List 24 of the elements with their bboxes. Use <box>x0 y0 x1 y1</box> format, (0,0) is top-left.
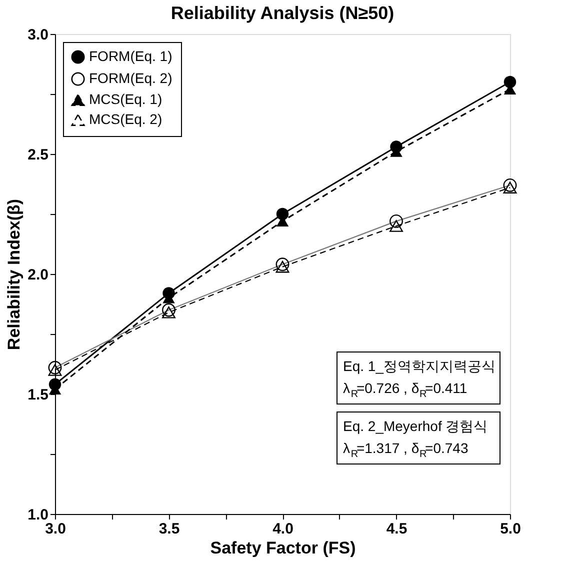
chart-title: Reliability Analysis (N≥50) <box>170 3 394 23</box>
point <box>162 306 176 318</box>
x-tick-label: 5.0 <box>500 520 521 538</box>
point <box>390 220 403 232</box>
point <box>276 260 290 273</box>
x-tick-label: 4.5 <box>386 520 408 538</box>
y-tick-label: 2.0 <box>28 266 48 284</box>
y-tick-label: 1.5 <box>28 386 48 404</box>
y-axis-title: Reliability Index(β) <box>4 198 24 350</box>
point <box>504 76 516 88</box>
point <box>276 208 289 220</box>
point <box>503 182 517 194</box>
x-tick-label: 3.0 <box>45 520 66 538</box>
legend-label: FORM(Eq. 2) <box>89 70 172 86</box>
legend-label: MCS(Eq. 2) <box>89 111 162 127</box>
legend-label: FORM(Eq. 1) <box>89 48 172 64</box>
point <box>48 364 62 376</box>
y-tick-label: 1.0 <box>28 506 48 524</box>
legend-label: MCS(Eq. 1) <box>89 91 162 107</box>
y-tick-label: 2.5 <box>28 146 48 164</box>
x-tick-label: 4.0 <box>272 520 294 538</box>
x-tick-label: 3.5 <box>158 520 180 538</box>
x-axis-title: Safety Factor (FS) <box>210 538 356 558</box>
y-tick-label: 3.0 <box>28 26 48 44</box>
